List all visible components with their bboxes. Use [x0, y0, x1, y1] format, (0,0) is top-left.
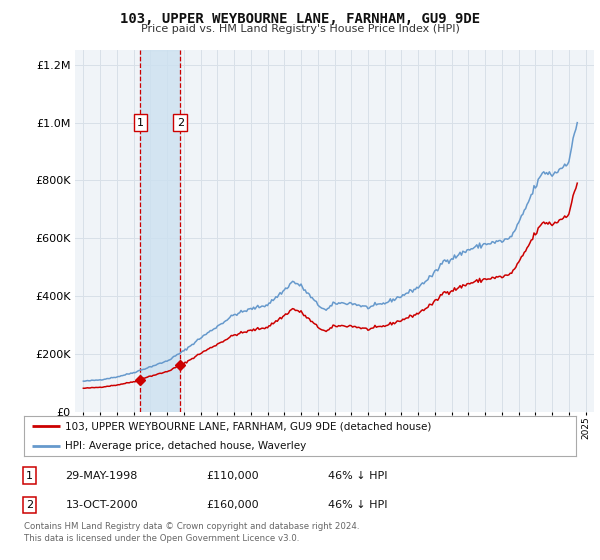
Text: 2: 2 — [177, 118, 184, 128]
Text: 29-MAY-1998: 29-MAY-1998 — [65, 470, 138, 480]
Text: 46% ↓ HPI: 46% ↓ HPI — [328, 470, 387, 480]
Text: 1: 1 — [26, 470, 33, 480]
Text: 103, UPPER WEYBOURNE LANE, FARNHAM, GU9 9DE (detached house): 103, UPPER WEYBOURNE LANE, FARNHAM, GU9 … — [65, 421, 432, 431]
Text: Price paid vs. HM Land Registry's House Price Index (HPI): Price paid vs. HM Land Registry's House … — [140, 24, 460, 34]
Bar — [140, 50, 181, 412]
Text: £110,000: £110,000 — [206, 470, 259, 480]
Text: 103, UPPER WEYBOURNE LANE, FARNHAM, GU9 9DE: 103, UPPER WEYBOURNE LANE, FARNHAM, GU9 … — [120, 12, 480, 26]
Text: 13-OCT-2000: 13-OCT-2000 — [65, 500, 138, 510]
Text: 2: 2 — [26, 500, 33, 510]
Text: Contains HM Land Registry data © Crown copyright and database right 2024.
This d: Contains HM Land Registry data © Crown c… — [24, 522, 359, 543]
Text: 1: 1 — [137, 118, 144, 128]
Text: £160,000: £160,000 — [206, 500, 259, 510]
Text: HPI: Average price, detached house, Waverley: HPI: Average price, detached house, Wave… — [65, 441, 307, 451]
Text: 46% ↓ HPI: 46% ↓ HPI — [328, 500, 387, 510]
